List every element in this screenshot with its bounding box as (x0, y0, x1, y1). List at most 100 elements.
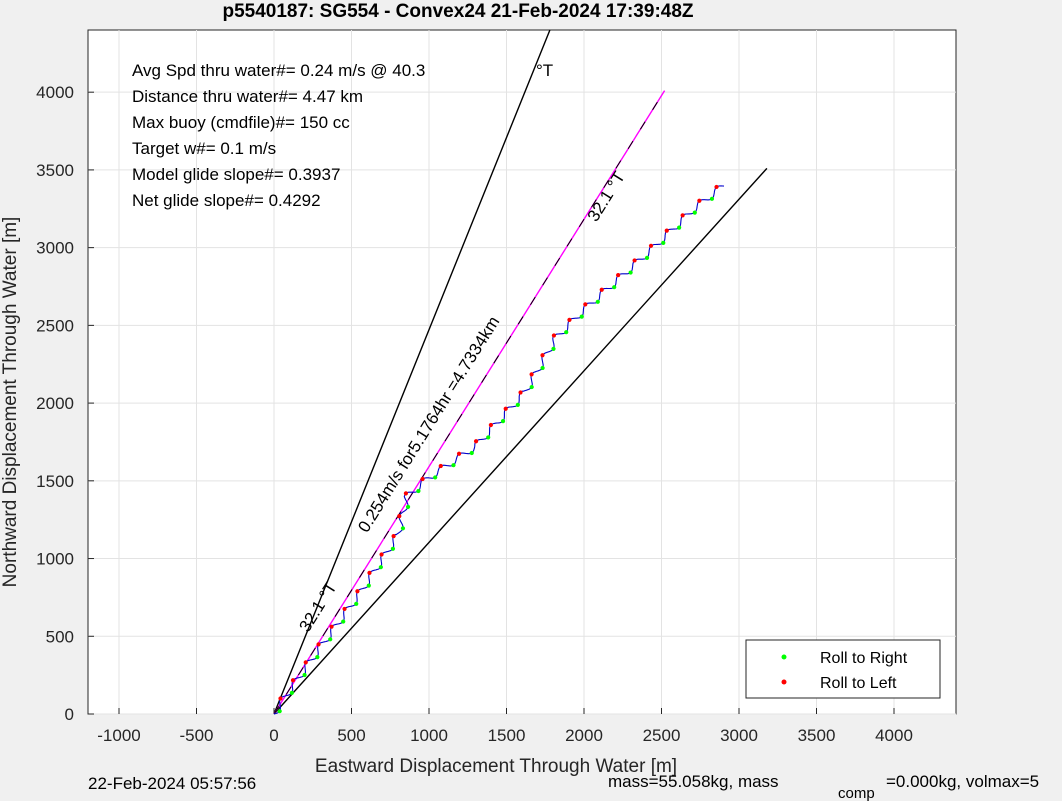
roll-right-marker (677, 225, 682, 230)
roll-left-marker (567, 317, 572, 322)
roll-left-marker (403, 491, 409, 496)
stat-model-glide: Model glide slope#= 0.3937 (132, 165, 340, 184)
stat-net-glide: Net glide slope#= 0.4292 (132, 191, 321, 210)
roll-right-marker (315, 655, 320, 660)
roll-right-marker (540, 365, 545, 371)
roll-left-marker (278, 696, 283, 701)
legend-marker-roll-right (781, 654, 787, 660)
roll-left-marker (697, 198, 702, 203)
footer-mass: mass=55.058kg, mass (608, 772, 779, 791)
roll-right-marker (366, 583, 371, 588)
roll-right-marker (500, 419, 506, 424)
roll-left-marker (518, 390, 523, 395)
roll-left-marker (648, 243, 654, 248)
roll-left-marker (397, 514, 402, 519)
roll-right-marker (405, 504, 411, 510)
roll-left-marker (540, 353, 545, 358)
roll-right-marker (416, 488, 421, 494)
stat-target-w: Target w#= 0.1 m/s (132, 139, 276, 158)
stat-distance: Distance thru water#= 4.47 km (132, 87, 363, 106)
roll-right-marker (354, 601, 359, 606)
x-axis-label: Eastward Displacement Through Water [m] (315, 756, 677, 777)
roll-right-marker (289, 690, 294, 695)
y-tick-label: 2500 (36, 316, 74, 335)
roll-left-marker (379, 552, 384, 557)
y-tick-label: 2000 (36, 394, 74, 413)
roll-right-marker (451, 463, 456, 468)
roll-left-marker (303, 660, 308, 665)
x-tick-label: 500 (337, 726, 365, 745)
roll-right-marker (515, 402, 520, 408)
plot-area (87, 29, 957, 715)
roll-left-marker (551, 333, 557, 338)
roll-right-marker (277, 709, 282, 714)
roll-left-marker (503, 406, 508, 411)
legend: Roll to Right Roll to Left (745, 639, 941, 699)
roll-left-marker (367, 570, 372, 575)
roll-left-marker (488, 422, 493, 428)
x-tick-label: 1000 (410, 726, 448, 745)
x-tick-label: 2500 (643, 726, 681, 745)
roll-right-marker (595, 299, 600, 304)
x-tick-label: 3500 (798, 726, 836, 745)
roll-left-marker (355, 589, 360, 594)
stat-max-buoy: Max buoy (cmdfile)#= 150 cc (132, 113, 350, 132)
x-tick-label: 1500 (488, 726, 526, 745)
x-tick-label: 4000 (875, 726, 913, 745)
y-tick-label: 3000 (36, 239, 74, 258)
roll-right-marker (692, 210, 697, 215)
series-line-0 (273, 29, 551, 715)
y-tick-label: 0 (65, 705, 74, 724)
stat-heading-unit: °T (536, 61, 553, 80)
roll-right-marker (328, 637, 333, 642)
roll-right-marker (579, 314, 584, 319)
series-line-1 (273, 167, 768, 715)
roll-left-marker (456, 451, 462, 456)
roll-right-marker (564, 330, 569, 335)
roll-right-marker (661, 240, 666, 245)
legend-marker-roll-left (781, 679, 787, 685)
x-tick-label: -1000 (97, 726, 140, 745)
roll-right-marker (433, 475, 438, 480)
roll-right-marker (400, 526, 406, 531)
x-ticks: -1000 -500 0 500 1000 1500 2000 2500 3000 3500 400… (97, 708, 913, 745)
stats-block: Avg Spd thru water#= 0.24 m/s @ 40.3 °T … (132, 61, 553, 210)
roll-right-marker (390, 546, 396, 551)
y-tick-label: 1000 (36, 550, 74, 569)
stat-avg-speed: Avg Spd thru water#= 0.24 m/s @ 40.3 (132, 61, 425, 80)
roll-right-marker (469, 450, 474, 456)
roll-right-marker (628, 270, 633, 275)
roll-left-marker (420, 476, 425, 482)
y-axis-label: Northward Displacement Through Water [m] (0, 217, 21, 588)
roll-left-marker (438, 463, 443, 469)
roll-left-marker (680, 213, 685, 218)
roll-right-marker (644, 255, 650, 261)
roll-left-marker (583, 302, 588, 307)
roll-right-marker (302, 672, 307, 678)
footer-mass-comp-subscript: comp (838, 785, 875, 801)
roll-right-marker (709, 196, 715, 201)
grid (88, 30, 956, 715)
roll-left-marker (473, 439, 479, 444)
x-tick-label: 0 (269, 726, 278, 745)
y-ticks: 0 500 1000 1500 2000 2500 3000 3500 4000 (36, 83, 94, 724)
roll-left-marker (632, 258, 637, 263)
roll-left-marker (599, 287, 604, 292)
roll-left-marker (391, 533, 396, 539)
x-tick-label: 2000 (565, 726, 603, 745)
x-tick-label: -500 (179, 726, 213, 745)
roll-left-marker (664, 228, 669, 233)
roll-left-marker (342, 606, 347, 612)
roll-right-marker (529, 384, 534, 390)
roll-left-marker (714, 184, 719, 190)
legend-label-roll-left: Roll to Left (820, 675, 897, 692)
x-tick-label: 3000 (720, 726, 758, 745)
roll-right-marker (551, 346, 556, 351)
roll-right-marker (486, 435, 491, 440)
roll-left-marker (616, 272, 621, 278)
roll-right-marker (378, 565, 383, 570)
y-tick-label: 1500 (36, 472, 74, 491)
y-tick-label: 3500 (36, 161, 74, 180)
legend-box (745, 639, 941, 699)
footer-timestamp: 22-Feb-2024 05:57:56 (88, 774, 256, 793)
